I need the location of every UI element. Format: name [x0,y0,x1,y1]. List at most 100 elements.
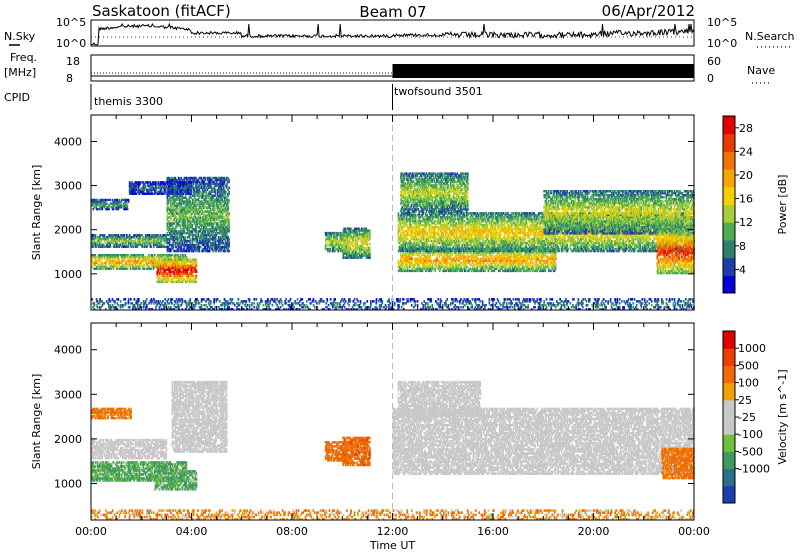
echo-cell [202,230,204,233]
echo-cell [126,236,129,239]
echo-cell [121,255,124,259]
echo-cell [173,200,175,203]
echo-cell [176,272,178,275]
echo-cell [115,198,117,202]
echo-cell [180,254,182,257]
echo-cell [173,198,176,201]
echo-cell [163,264,165,267]
echo-cell [93,237,96,241]
nsky-label: N.Sky [4,30,36,43]
echo-cell [132,255,134,259]
echo-cell [221,198,223,201]
echo-cell [215,202,218,205]
echo-cell [194,237,197,241]
echo-cell [118,243,121,246]
echo-cell [219,202,221,205]
echo-cell [117,234,120,237]
echo-cell [180,228,182,231]
echo-cell [209,228,212,231]
echo-cell [215,182,218,186]
echo-cell [169,196,172,199]
echo-cell [109,198,111,202]
echo-cell [125,239,128,243]
echo-cell [199,224,202,227]
echo-cell [117,200,120,203]
echo-cell [207,192,210,196]
echo-cell [220,196,222,199]
echo-cell [181,224,184,227]
echo-cell [111,255,114,259]
echo-cell [194,212,196,215]
echo-cell [138,241,140,245]
echo-cell [134,257,136,261]
echo-cell [176,264,178,267]
echo-cell [222,236,225,239]
echo-cell [206,247,209,251]
echo-cell [192,186,195,190]
echo-cell [164,270,167,273]
echo-cell [213,220,216,223]
echo-cell [151,265,153,268]
echo-cell [104,202,107,205]
echo-cell [131,257,133,261]
echo-cell [155,237,157,241]
echo-cell [213,245,216,249]
echo-cell [99,243,101,246]
echo-cell [178,176,180,180]
echo-cell [119,236,122,239]
echo-cell [189,216,191,219]
echo-cell [196,222,198,225]
echo-cell [194,228,196,231]
echo-cell [225,178,228,182]
echo-cell [185,180,188,184]
echo-cell [104,204,107,207]
echo-cell [225,214,228,217]
echo-cell [183,243,186,247]
echo-cell [216,184,219,188]
echo-cell [176,234,179,237]
echo-cell [115,254,117,257]
echo-cell [207,214,210,217]
echo-cell [214,212,217,215]
echo-cell [205,243,208,247]
echo-cell [191,178,194,182]
echo-cell [116,241,119,245]
echo-cell [224,184,227,188]
echo-cell [175,254,178,257]
echo-cell [212,206,214,209]
echo-cell [94,237,97,241]
echo-cell [187,204,189,207]
echo-cell [227,210,229,213]
echo-cell [214,243,217,247]
echo-cell [146,245,148,248]
echo-cell [188,236,190,239]
echo-cell [213,202,216,205]
echo-cell [114,263,117,266]
echo-cell [178,192,180,196]
echo-cell [223,249,226,253]
echo-cell [176,184,179,188]
echo-cell [219,180,221,184]
echo-cell [94,204,97,207]
echo-cell [168,232,171,235]
echo-cell [140,255,142,259]
echo-cell [107,257,109,261]
echo-cell [217,182,220,186]
nsearch-tick-high: 10^5 [707,16,737,29]
echo-cell [215,178,218,182]
echo-cell [204,216,207,219]
echo-cell [195,220,197,223]
echo-cell [168,216,171,219]
echo-cell [195,236,197,239]
echo-cell [101,234,104,237]
echo-cell [199,236,202,239]
echo-cell [144,259,147,263]
echo-cell [187,224,189,227]
echo-cell [119,237,122,241]
echo-cell [207,180,210,184]
echo-cell [224,218,227,221]
echo-cell [194,220,196,223]
echo-cell [181,278,184,282]
echo-cell [97,255,99,259]
echo-cell [198,208,201,211]
